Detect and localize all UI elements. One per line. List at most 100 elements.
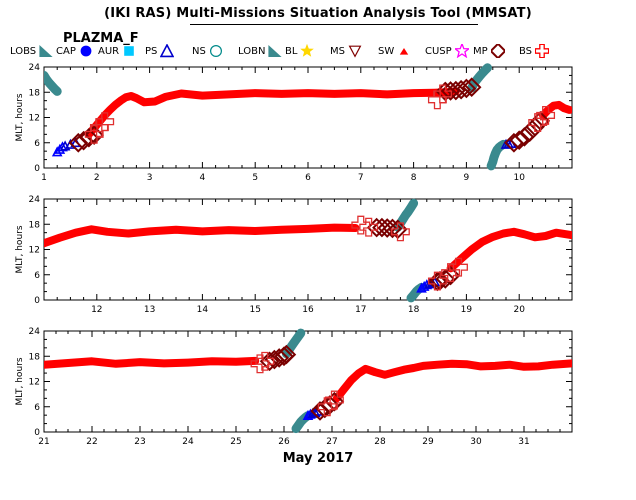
sw-point (251, 89, 259, 97)
y-tick-label: 12 (29, 114, 40, 124)
sw-point (354, 369, 362, 378)
mp-point (259, 351, 280, 372)
lobs-point (483, 63, 492, 72)
sw-point (208, 357, 216, 365)
legend-item-bl: BL (285, 44, 315, 58)
sw-point (44, 361, 48, 369)
x-tick-label: 21 (38, 437, 49, 447)
y-tick-label: 6 (34, 271, 40, 281)
sw-point (88, 357, 96, 365)
mp-point (79, 127, 99, 148)
sw-point (111, 101, 119, 109)
x-tick-label: 4 (200, 173, 206, 183)
legend-label: SW (378, 45, 395, 57)
data-layer (44, 63, 572, 171)
legend-item-sw: SW (378, 44, 411, 58)
x-axis-label: May 2017 (283, 451, 354, 466)
sw-point (172, 226, 180, 234)
y-tick-label: 6 (34, 139, 40, 149)
bs-point (317, 397, 337, 417)
x-tick-label: 12 (91, 305, 102, 315)
legend-label: LOBN (238, 45, 266, 57)
data-layer (44, 328, 572, 434)
sw-point (112, 360, 120, 368)
bs-point (250, 354, 270, 374)
plot-frame (43, 198, 573, 301)
mp-point (366, 217, 387, 238)
x-tick-label: 1 (41, 173, 47, 183)
sw-point (136, 358, 144, 366)
sw-point (410, 364, 418, 372)
sw-point (87, 225, 96, 233)
legend-label: BS (519, 45, 533, 57)
sw-track (84, 87, 460, 139)
legend-label: PS (145, 45, 158, 57)
sw-point (177, 89, 185, 98)
sw-point (44, 239, 48, 247)
sw-point (491, 362, 499, 370)
sw-point (72, 229, 80, 237)
x-tick-label: 5 (252, 173, 258, 183)
circle-open-icon (209, 44, 222, 58)
mp-point (446, 80, 466, 101)
sw-point (198, 92, 206, 100)
y-axis-label: MLT, hours (15, 225, 25, 273)
y-tick-label: 24 (29, 195, 41, 205)
y-tick-label: 0 (34, 164, 40, 174)
x-tick-label: 25 (230, 437, 241, 447)
sw-point (477, 362, 485, 370)
sw-point (489, 233, 497, 241)
x-tick-label: 10 (513, 173, 525, 183)
sw-point (140, 98, 148, 106)
mp-point (519, 122, 540, 143)
app-title: (IKI RAS) Multi-Missions Situation Analy… (104, 6, 532, 21)
triangle-open-icon (160, 44, 175, 58)
sw-point (506, 361, 514, 369)
y-tick-label: 6 (34, 403, 40, 413)
cap-point (51, 146, 63, 157)
bs-point (536, 105, 556, 125)
sw-point (161, 93, 170, 101)
sw-point (304, 89, 312, 97)
mp-point (461, 77, 482, 98)
x-tick-label: 24 (182, 437, 194, 447)
sw-point (499, 229, 507, 238)
y-tick-label: 0 (34, 428, 40, 438)
sw-point (542, 232, 550, 240)
sw-point (124, 229, 133, 238)
sw-point (468, 245, 476, 254)
lobs-point (296, 329, 305, 338)
sw-point (330, 90, 338, 98)
sw-point (381, 371, 389, 379)
sw-point (232, 358, 240, 366)
sw-point (531, 233, 539, 241)
sw-point (565, 106, 572, 114)
sw-point (251, 227, 259, 235)
x-tick-label: 31 (518, 437, 529, 447)
x-tick-label: 7 (358, 173, 364, 183)
sw-point (410, 89, 418, 97)
sw-point (146, 227, 154, 236)
sw-point (362, 365, 370, 373)
x-tick-label: 26 (278, 437, 290, 447)
sw-point (225, 90, 233, 98)
x-tick-label: 18 (408, 305, 420, 315)
legend-item-aur: AUR (98, 44, 136, 58)
sw-point (64, 359, 72, 367)
mp-point (276, 344, 297, 365)
x-tick-label: 13 (144, 305, 155, 315)
legend-label: MS (330, 45, 345, 57)
sw-point (347, 376, 355, 384)
sw-point (478, 238, 486, 246)
panel-2: 12 13 14 15 16 17 18 19 20 0 6 12 18 24 MLT, hours (15, 195, 573, 315)
y-axis-label: MLT, hours (15, 357, 25, 405)
y-tick-label: 24 (29, 327, 41, 337)
star-filled-icon (300, 44, 315, 57)
legend-item-ns: NS (192, 44, 223, 58)
x-tick-label: 30 (470, 437, 482, 447)
triangle-filled-icon (268, 45, 283, 57)
x-tick-label: 2 (94, 173, 100, 183)
sw-point (184, 358, 192, 367)
data-layer (44, 198, 572, 303)
sw-point (400, 366, 408, 374)
